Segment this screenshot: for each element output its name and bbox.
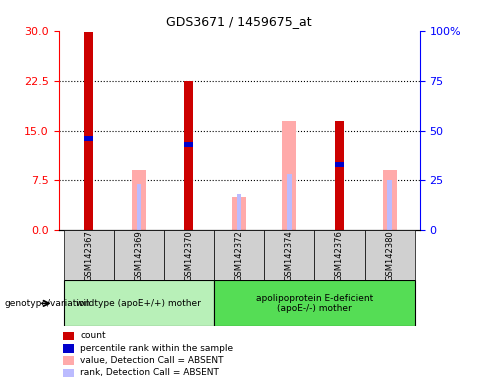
Text: GSM142380: GSM142380 [385, 230, 394, 281]
Text: percentile rank within the sample: percentile rank within the sample [80, 344, 233, 353]
Bar [335, 121, 344, 230]
Bar [314, 230, 365, 280]
Text: apolipoprotein E-deficient
(apoE-/-) mother: apolipoprotein E-deficient (apoE-/-) mot… [256, 294, 373, 313]
Bar [63, 280, 214, 326]
Bar [387, 180, 392, 230]
Bar [335, 162, 344, 167]
Text: genotype/variation: genotype/variation [5, 299, 91, 308]
Bar [282, 121, 296, 230]
Bar [383, 170, 397, 230]
Text: GSM142367: GSM142367 [84, 230, 93, 281]
Text: GSM142372: GSM142372 [235, 230, 244, 281]
Text: GSM142369: GSM142369 [134, 230, 143, 281]
Bar [137, 184, 141, 230]
Text: GSM142374: GSM142374 [285, 230, 294, 281]
Bar [264, 230, 314, 280]
Text: value, Detection Call = ABSENT: value, Detection Call = ABSENT [80, 356, 224, 365]
Bar [232, 197, 246, 230]
Bar [287, 174, 291, 230]
Bar [132, 170, 146, 230]
Bar [214, 280, 415, 326]
Text: GSM142376: GSM142376 [335, 230, 344, 281]
Text: wildtype (apoE+/+) mother: wildtype (apoE+/+) mother [76, 299, 201, 308]
Bar [214, 230, 264, 280]
Bar [184, 142, 193, 147]
Bar [184, 81, 193, 230]
Bar [164, 230, 214, 280]
Text: GSM142370: GSM142370 [184, 230, 193, 281]
Bar [84, 136, 93, 141]
Bar [114, 230, 164, 280]
Bar [237, 194, 242, 230]
Bar [63, 230, 114, 280]
Text: count: count [80, 331, 106, 341]
Title: GDS3671 / 1459675_at: GDS3671 / 1459675_at [166, 15, 312, 28]
Bar [84, 32, 93, 230]
Bar [365, 230, 415, 280]
Text: rank, Detection Call = ABSENT: rank, Detection Call = ABSENT [80, 368, 219, 377]
